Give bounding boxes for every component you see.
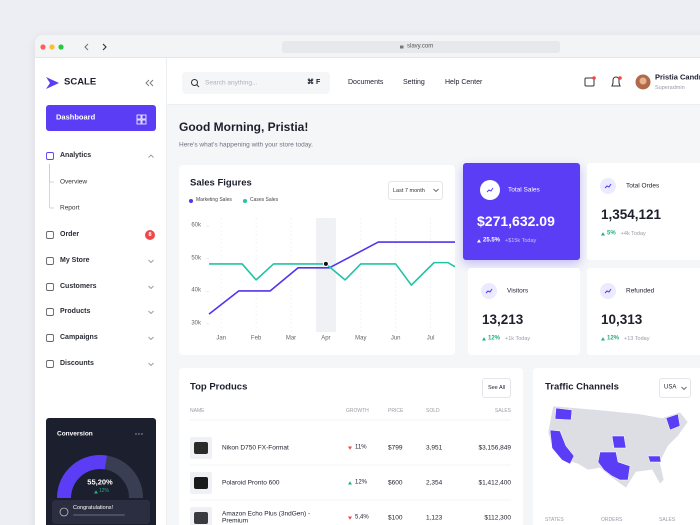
product-name: Amazon Echo Plus (3ndGen) - Premium <box>222 510 311 525</box>
sales: $3,156,849 <box>478 444 511 452</box>
product-name: Nikon D750 FX-Format <box>222 444 289 452</box>
product-thumb <box>190 507 212 525</box>
legend-label: Cases Sales <box>250 197 279 204</box>
stat-value: $271,632.09 <box>477 212 555 229</box>
nav-link[interactable]: Help Center <box>445 78 483 86</box>
nav-item[interactable]: Products <box>60 307 91 315</box>
product-name: Polaroid Pronto 600 <box>222 479 280 487</box>
product-thumb <box>190 437 212 459</box>
stat-label: Refunded <box>626 287 655 295</box>
product-thumb <box>190 472 212 494</box>
card-title: Conversion <box>57 430 93 438</box>
stat-label: Total Sales <box>508 186 540 194</box>
stat-card <box>463 163 580 260</box>
stat-card <box>587 268 700 355</box>
x-tick-label: Jun <box>390 335 401 342</box>
message: Congratulations! <box>73 504 114 511</box>
y-tick-label: 60k <box>191 222 201 229</box>
price: $100 <box>388 514 403 522</box>
user-name: Pristia Candra <box>655 72 700 82</box>
column-header: STATES <box>545 517 564 524</box>
url-bar[interactable] <box>282 41 560 53</box>
column-header: SOLD <box>426 408 440 415</box>
card-title: Traffic Channels <box>545 381 619 393</box>
x-tick-label: May <box>355 335 367 342</box>
x-tick-label: Jul <box>426 335 435 342</box>
x-tick-label: Jan <box>216 335 227 342</box>
column-header: GROWTH <box>346 408 369 415</box>
brand: SCALE <box>64 76 97 88</box>
nav-item[interactable]: Analytics <box>60 151 92 159</box>
nav-active[interactable]: Dashboard <box>56 112 96 122</box>
country-dropdown[interactable] <box>659 378 691 398</box>
see-all-button[interactable] <box>482 378 511 398</box>
sales: $1,412,400 <box>478 479 511 487</box>
stat-value: 13,213 <box>482 312 524 328</box>
column-header: PRICE <box>388 408 404 415</box>
nav-item[interactable]: Order <box>60 230 80 238</box>
dropdown-label[interactable]: Last 7 month <box>393 187 425 194</box>
nav-item[interactable]: My Store <box>60 256 90 264</box>
nav-item[interactable]: Campaigns <box>60 333 98 341</box>
gauge-label: 55,20% <box>87 477 113 487</box>
dropdown-label[interactable]: USA <box>664 384 677 391</box>
price: $600 <box>388 479 403 487</box>
greeting-title: Good Morning, Pristia! <box>179 120 309 135</box>
y-tick-label: 50k <box>191 255 201 262</box>
growth: 12% <box>355 479 368 486</box>
stat-change: 5% <box>607 230 616 237</box>
user-role: Superadmin <box>655 84 685 91</box>
greeting-subtitle: Here's what's happening with your store … <box>179 141 313 149</box>
nav-item[interactable]: Discounts <box>60 359 94 367</box>
stat-value: 1,354,121 <box>601 207 662 223</box>
period-dropdown[interactable] <box>388 181 443 200</box>
sold: 3,951 <box>426 444 443 452</box>
column-header: NAME <box>190 408 205 415</box>
x-tick-label: Mar <box>285 335 297 342</box>
column-header: ORDERS <box>601 517 623 524</box>
nav-link[interactable]: Documents <box>348 78 384 86</box>
stat-change: 25.5% <box>483 237 501 244</box>
nav-item[interactable]: Customers <box>60 282 97 290</box>
chart-title: Sales Figures <box>190 177 252 189</box>
y-tick-label: 30k <box>191 320 201 327</box>
legend-label: Marketing Sales <box>196 197 232 204</box>
button-label[interactable]: See All <box>487 384 506 391</box>
stat-value: 10,313 <box>601 312 643 328</box>
stat-label: Visitors <box>507 287 529 295</box>
sales: $112,300 <box>484 514 511 522</box>
nav-subitem[interactable]: Overview <box>60 178 88 186</box>
price: $799 <box>388 444 403 452</box>
stat-change: 12% <box>607 335 620 342</box>
search-box[interactable] <box>182 72 330 94</box>
congrats-box <box>52 500 150 524</box>
shortcut: ⌘ F <box>307 78 321 86</box>
x-tick-label: Apr <box>321 335 331 342</box>
stat-card <box>468 268 580 355</box>
badge-text: 8 <box>148 231 152 238</box>
change: 12% <box>99 488 110 495</box>
card-title: Top Producs <box>190 381 248 393</box>
growth: 5,4% <box>355 514 369 521</box>
stat-change: 12% <box>488 335 501 342</box>
stat-today: +1k Today <box>505 335 531 342</box>
growth: 11% <box>355 444 367 451</box>
sold: 2,354 <box>426 479 443 487</box>
stat-today: +$15k Today <box>505 237 537 244</box>
stat-today: +4k Today <box>620 230 646 237</box>
stat-today: +13 Today <box>624 335 650 342</box>
column-header: SALES <box>659 517 676 524</box>
sold: 1,123 <box>426 514 443 522</box>
search-placeholder: Search anything... <box>205 79 258 87</box>
y-tick-label: 40k <box>191 287 201 294</box>
x-tick-label: Feb <box>250 335 262 342</box>
column-header: SALES <box>494 408 511 415</box>
stat-label: Total Ordes <box>626 182 660 190</box>
url-text: slavy.com <box>407 43 434 50</box>
nav-subitem[interactable]: Report <box>60 204 80 212</box>
nav-link[interactable]: Setting <box>403 78 425 86</box>
